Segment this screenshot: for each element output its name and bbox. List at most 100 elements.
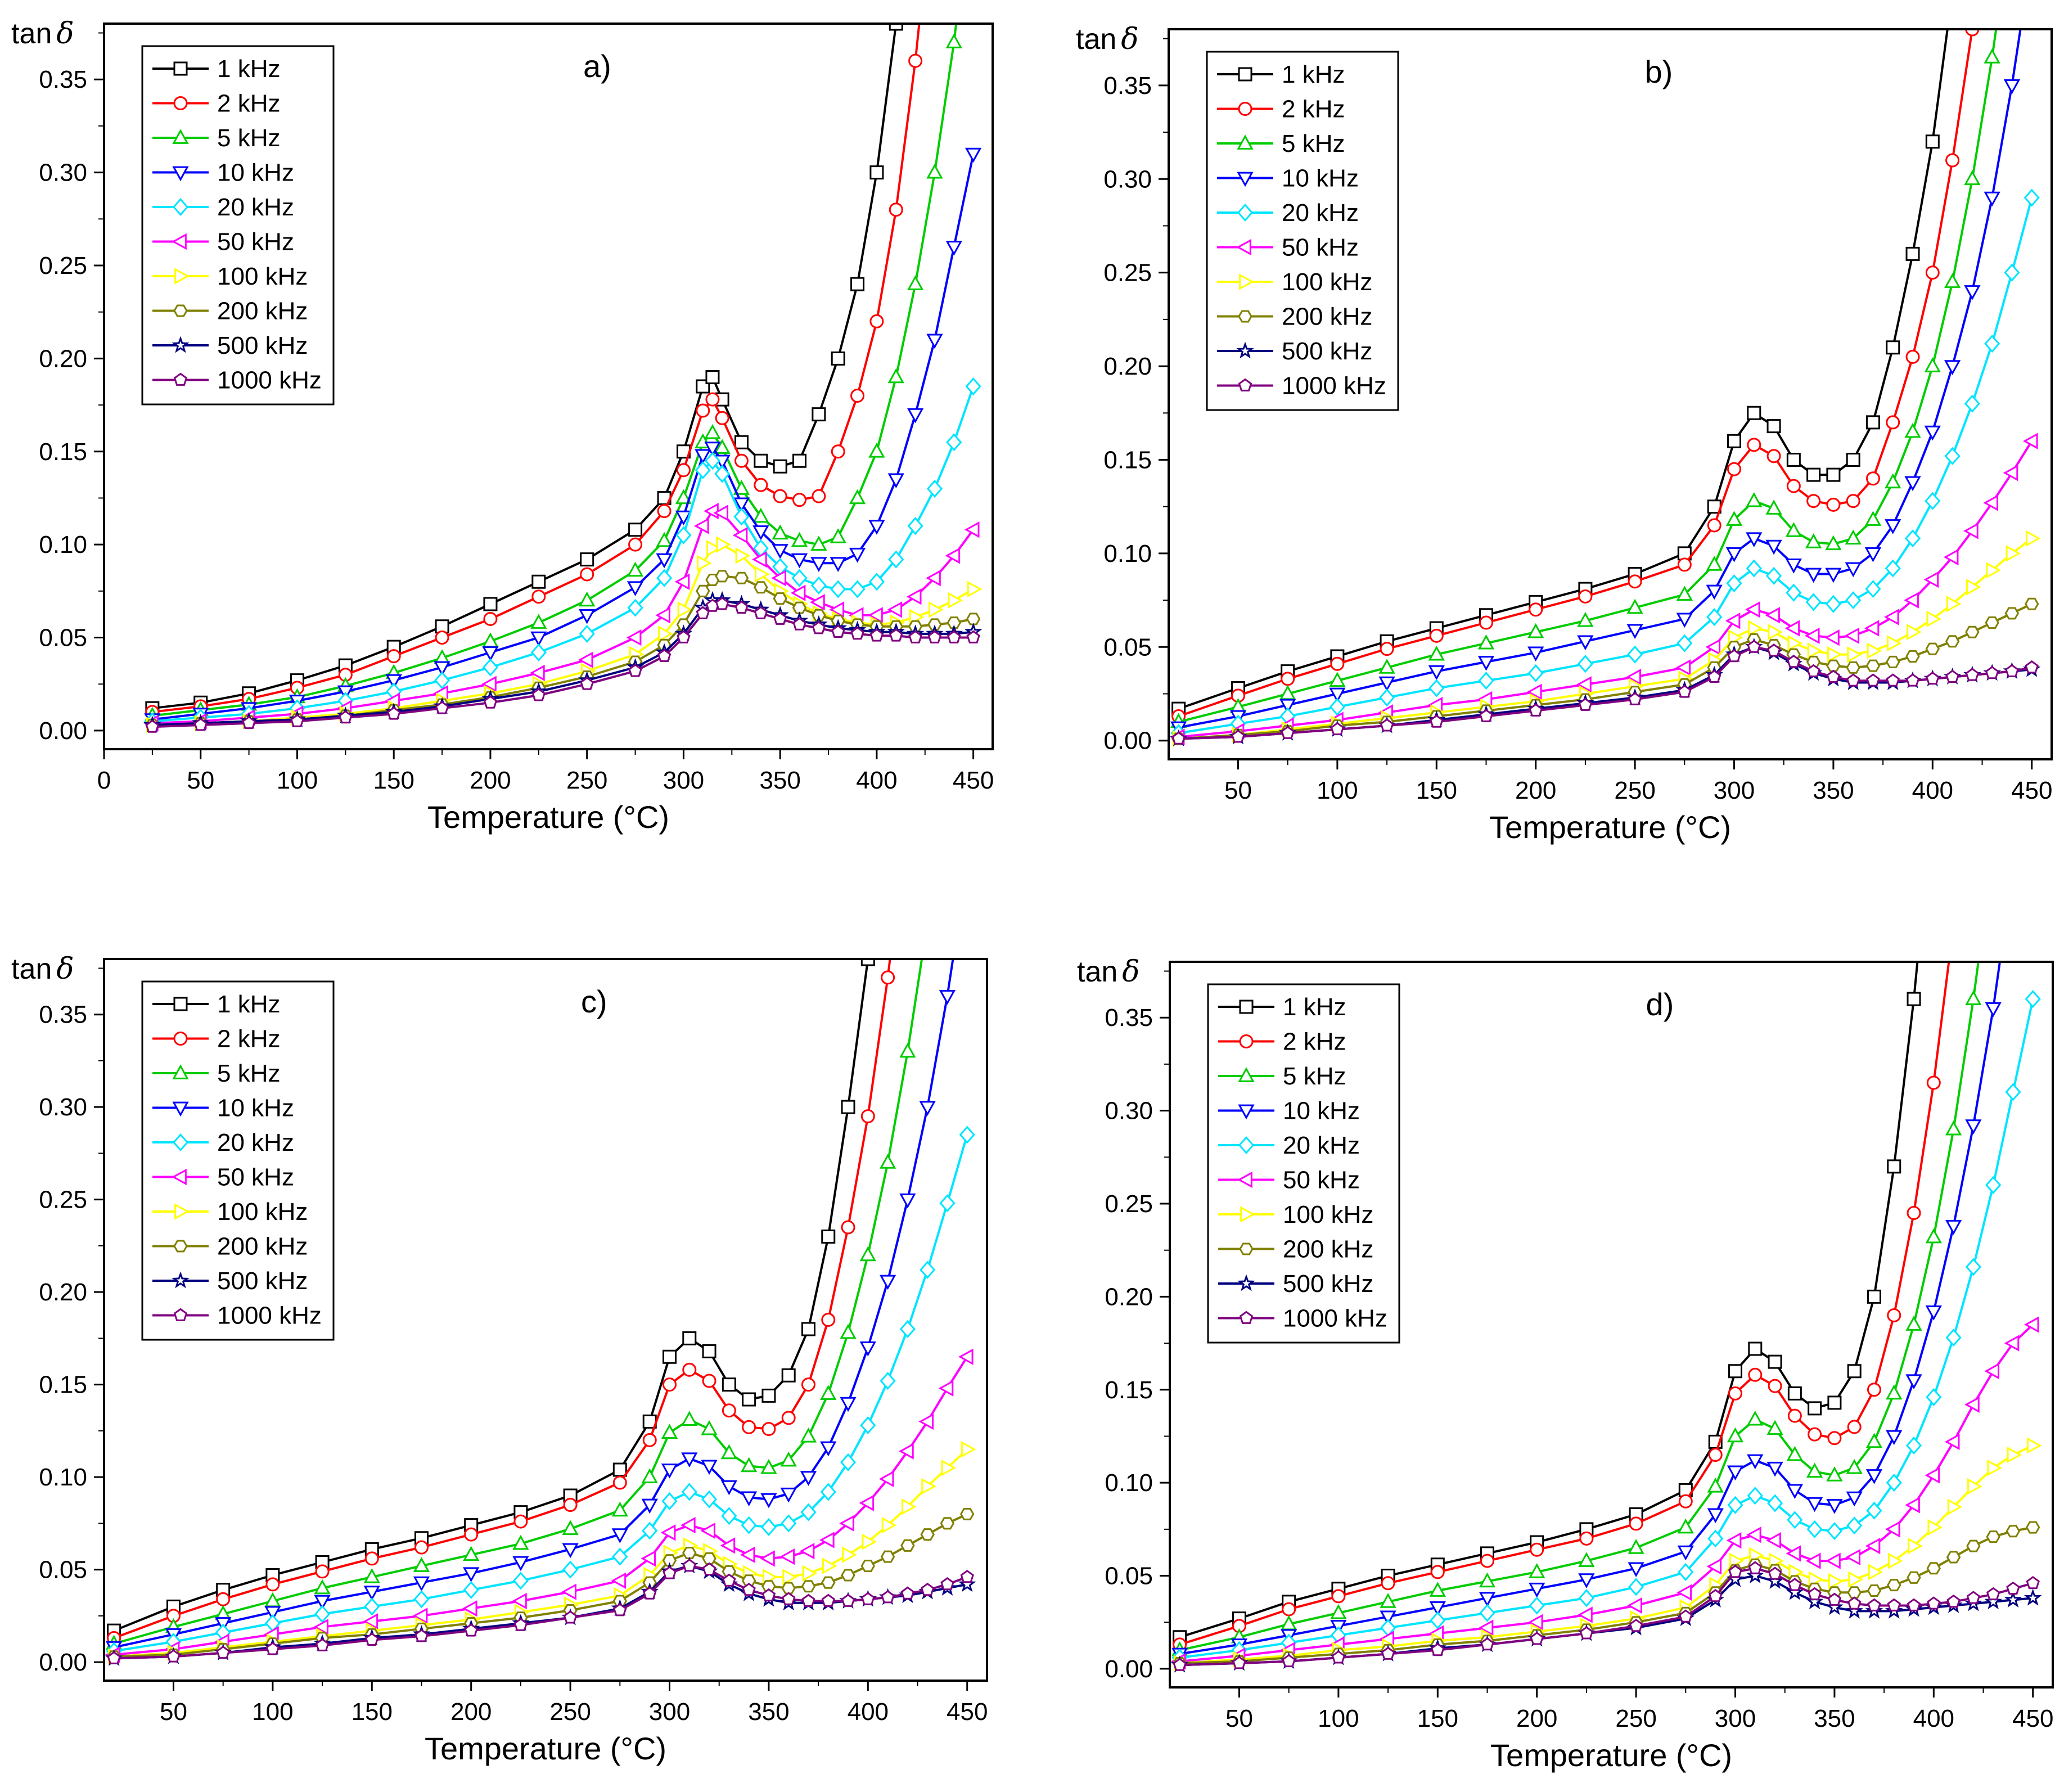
legend-label: 1000 kHz: [217, 367, 322, 394]
data-point: [364, 1551, 379, 1566]
data-point: [919, 1101, 936, 1116]
data-point: [1984, 48, 2000, 64]
data-point: [1628, 1539, 1644, 1554]
data-point: [733, 480, 750, 495]
x-tick-label: 100: [252, 1698, 293, 1726]
legend-entry: 2 kHz: [1218, 1028, 1346, 1056]
data-point: [1965, 668, 1980, 681]
data-point: [760, 1518, 777, 1536]
data-point: [938, 1380, 954, 1397]
legend-marker: [1239, 1034, 1254, 1048]
data-point: [821, 1576, 836, 1589]
data-point: [1282, 1654, 1296, 1668]
data-point: [1477, 656, 1495, 671]
data-point: [829, 601, 845, 618]
data-point: [791, 569, 808, 587]
data-point: [414, 1540, 429, 1555]
legend-entry: 2 kHz: [1217, 96, 1345, 123]
legend-label: 50 kHz: [217, 228, 294, 256]
data-point: [363, 1613, 378, 1630]
data-point: [2004, 1335, 2020, 1352]
data-point: [1527, 664, 1544, 682]
data-point: [682, 1547, 697, 1559]
data-point: [741, 1516, 757, 1534]
data-point: [926, 334, 943, 349]
data-point: [754, 581, 768, 594]
legend-label: 1000 kHz: [217, 1302, 322, 1330]
legend-marker: [173, 1240, 188, 1253]
data-point: [1786, 479, 1801, 493]
data-point: [1477, 634, 1495, 650]
data-point: [830, 528, 846, 543]
data-point: [696, 555, 712, 571]
x-tick-label: 250: [1615, 1705, 1656, 1732]
data-point: [900, 1586, 915, 1600]
data-point: [1905, 350, 1920, 364]
data-point: [1826, 1499, 1843, 1514]
data-point: [611, 1528, 628, 1543]
data-point: [657, 649, 672, 662]
legend-entry: 5 kHz: [1217, 130, 1345, 157]
data-point: [1709, 1589, 1723, 1602]
data-point: [663, 1566, 677, 1579]
data-point: [264, 1606, 281, 1622]
data-point: [1886, 1384, 1903, 1400]
legend-label: 500 kHz: [1282, 337, 1372, 365]
data-point: [734, 571, 749, 584]
data-point: [940, 1577, 954, 1591]
data-point: [1824, 629, 1840, 646]
data-point: [2025, 990, 2041, 1008]
data-point: [1926, 1388, 1942, 1407]
data-point: [1765, 566, 1782, 585]
data-point: [530, 643, 547, 662]
data-point: [959, 1125, 975, 1144]
data-point: [627, 561, 644, 577]
series-line-200-khz: [152, 575, 974, 726]
data-point: [1946, 1551, 1961, 1564]
data-point: [612, 1547, 628, 1566]
data-point: [1626, 624, 1643, 640]
data-point: [1945, 1120, 1962, 1136]
data-point: [830, 557, 846, 572]
data-point: [656, 569, 673, 587]
data-point: [1727, 1427, 1744, 1443]
series-line-500-khz: [152, 599, 974, 726]
data-point: [1677, 546, 1692, 561]
y-tick-label: 0.35: [1103, 72, 1152, 100]
data-point: [364, 1597, 380, 1616]
legend-marker: [172, 1101, 189, 1117]
data-point: [642, 1521, 658, 1540]
data-point: [1431, 1642, 1445, 1656]
data-point: [483, 612, 498, 626]
data-point: [1628, 1562, 1644, 1578]
data-point: [1845, 1601, 1863, 1619]
data-point: [681, 1411, 698, 1426]
data-point: [513, 1618, 528, 1631]
data-point: [1526, 683, 1542, 700]
data-point: [1825, 595, 1842, 613]
data-point: [1747, 1410, 1764, 1426]
legend-marker: [1239, 1242, 1254, 1255]
data-point: [773, 611, 787, 625]
data-point: [781, 1582, 796, 1595]
data-point: [722, 1377, 736, 1392]
legend: 1 kHz 2 kHz 5 kHz 10 kHz 20 kHz 50 kHz 100 kHz…: [141, 45, 335, 406]
y-tick-label: 0.30: [1105, 1097, 1153, 1125]
data-point: [1848, 1571, 1863, 1588]
data-point: [628, 664, 642, 677]
y-axis-title: tan δ: [1076, 22, 1139, 56]
legend-label: 100 kHz: [217, 1198, 308, 1226]
data-point: [791, 532, 808, 547]
data-point: [702, 1344, 716, 1358]
data-point: [965, 147, 982, 163]
data-point: [1984, 1363, 2000, 1380]
y-axis-title-symbol: δ: [56, 17, 74, 51]
data-point: [314, 1595, 331, 1610]
x-tick-label: 450: [2012, 1705, 2053, 1732]
legend-marker: [1237, 172, 1254, 187]
data-point: [2026, 1575, 2040, 1590]
y-tick-label: 0.35: [1105, 1004, 1153, 1032]
data-point: [790, 584, 806, 601]
data-point: [1381, 1576, 1395, 1591]
data-point: [1282, 1602, 1296, 1617]
